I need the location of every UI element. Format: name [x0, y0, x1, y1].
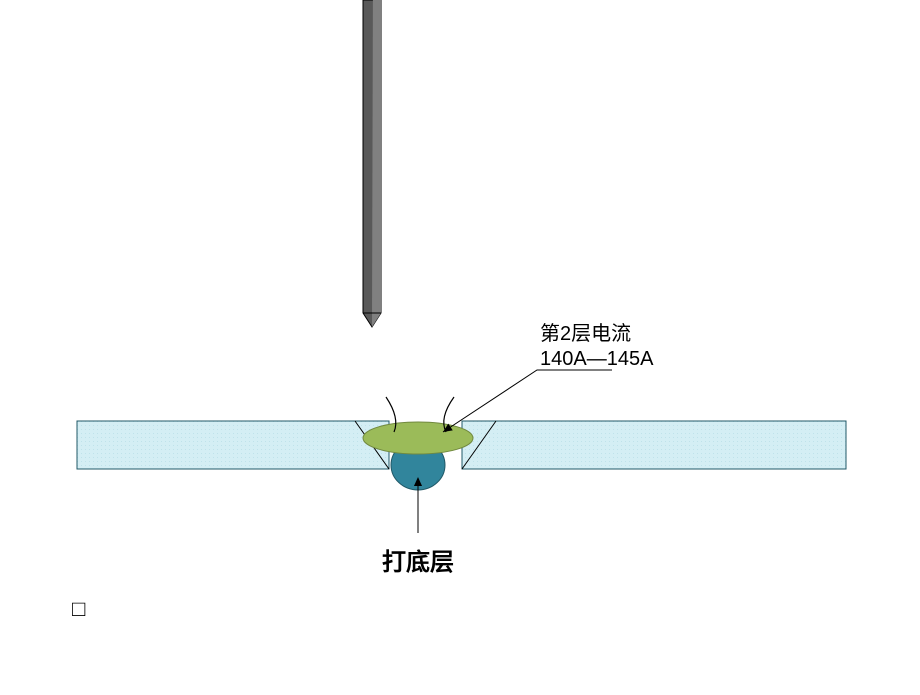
- callout-line1: 第2层电流: [540, 322, 653, 347]
- callout-line2: 140A—145A: [540, 347, 653, 372]
- root-bead-label: 打底层: [382, 542, 454, 577]
- welding-diagram-svg: [0, 0, 920, 690]
- plate-right: [462, 421, 846, 469]
- second-layer-bead: [363, 422, 473, 454]
- diagram-stage: 第2层电流 140A—145A 打底层 □: [0, 0, 920, 690]
- corner-square-glyph: □: [72, 596, 85, 622]
- plate-left: [77, 421, 389, 469]
- electrode-highlight: [372, 0, 381, 327]
- second-layer-callout-text: 第2层电流 140A—145A: [540, 322, 653, 372]
